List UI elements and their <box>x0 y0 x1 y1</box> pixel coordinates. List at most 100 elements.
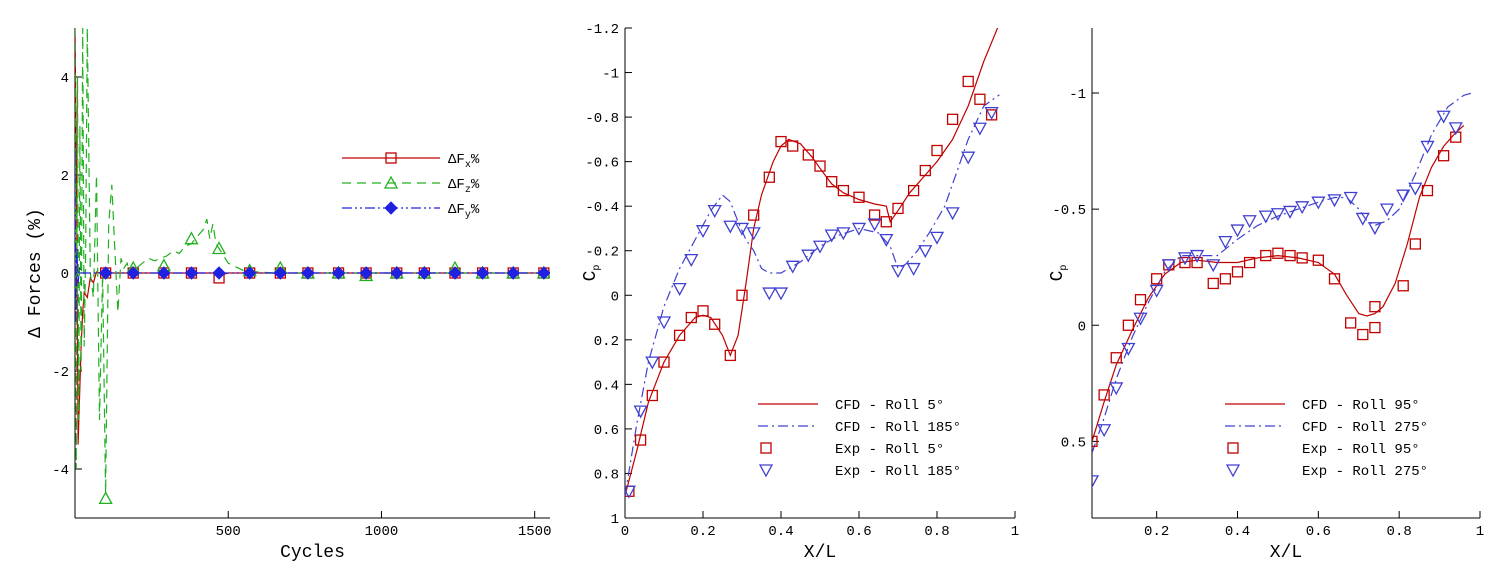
data-point <box>1357 328 1369 341</box>
data-point <box>961 151 976 165</box>
data-point <box>301 266 315 280</box>
chart-2: 0 0.2 0.4 0.6 0.8 1 -1.2 -1 -0.8 -0.6 -0.4 -0.2 0 0.2… <box>581 22 1019 563</box>
data-point <box>1092 475 1100 489</box>
data-point <box>1312 254 1324 266</box>
data-point <box>824 229 839 243</box>
data-point <box>1109 382 1124 396</box>
data-point <box>907 184 920 197</box>
legend-label: ΔFz% <box>448 177 480 196</box>
legend-label: Exp - Roll 185° <box>835 464 961 480</box>
y-tick-label: 0 <box>611 289 619 305</box>
data-point <box>1284 249 1296 262</box>
data-point <box>972 122 987 136</box>
data-point <box>1207 277 1219 290</box>
y-tick-label: -2 <box>52 365 69 381</box>
data-point <box>417 266 432 280</box>
data-point <box>1396 189 1411 203</box>
data-point <box>1448 122 1463 136</box>
x-tick-label: 1 <box>1011 524 1019 540</box>
data-point <box>812 240 828 254</box>
legend: CFD - Roll 95° CFD - Roll 275° Exp - Roll … <box>1225 398 1428 480</box>
data-point <box>475 266 490 280</box>
data-point <box>974 93 986 105</box>
series-line-1 <box>75 28 550 445</box>
data-point <box>1149 284 1164 298</box>
data-point <box>748 209 760 221</box>
data-point <box>1369 321 1381 334</box>
data-point <box>1450 131 1462 143</box>
data-point <box>931 144 943 157</box>
y-tick-label: 0.2 <box>594 334 619 350</box>
legend-marker <box>383 175 399 189</box>
data-point <box>724 349 736 362</box>
data-point <box>929 231 945 245</box>
data-point <box>1270 208 1286 222</box>
data-point <box>984 106 999 120</box>
data-point <box>212 266 226 280</box>
data-point <box>775 135 787 148</box>
data-point <box>918 245 933 259</box>
legend-label: ΔFx% <box>448 152 480 171</box>
y-tick-label: -1 <box>602 67 619 83</box>
legend-label: CFD - Roll 5° <box>835 398 944 414</box>
data-point <box>785 260 800 274</box>
data-point <box>98 266 113 280</box>
legend-label: CFD - Roll 275° <box>1302 420 1428 436</box>
data-point <box>1121 342 1136 356</box>
plot-area <box>75 28 550 505</box>
data-point <box>1097 424 1112 438</box>
y-tick-label: -0.8 <box>585 111 619 127</box>
x-tick-label: 0 <box>621 524 629 540</box>
data-point <box>1437 150 1450 162</box>
x-tick-label: 0.6 <box>1306 524 1331 540</box>
data-point <box>851 222 867 236</box>
data-point <box>211 241 227 255</box>
data-point <box>826 176 838 188</box>
data-point <box>697 305 709 317</box>
data-point <box>1179 256 1191 269</box>
y-tick-label: 0.6 <box>594 423 619 439</box>
data-point <box>787 140 799 152</box>
data-point <box>853 191 865 203</box>
data-point <box>1295 201 1310 215</box>
y-tick-label: -0.4 <box>585 200 619 216</box>
data-point <box>1122 319 1135 331</box>
data-point <box>1206 259 1221 273</box>
data-point <box>98 491 113 505</box>
y-tick-label: -0.6 <box>585 156 619 172</box>
plot-area <box>625 28 1000 499</box>
data-point <box>1092 435 1098 448</box>
data-point <box>709 318 721 330</box>
data-point <box>1345 317 1357 329</box>
data-point <box>242 266 257 280</box>
chart-3: 0.2 0.4 0.6 0.8 1 -1 -0.5 0 0.5 X/L Cp CFD - Roll 9… <box>1048 28 1484 563</box>
data-point <box>892 202 904 215</box>
x-axis-title: Cycles <box>280 543 345 563</box>
legend-label: Exp - Roll 275° <box>1302 464 1428 480</box>
data-point <box>1282 205 1298 219</box>
data-point <box>1189 249 1205 263</box>
data-point <box>1260 249 1272 262</box>
series-line-2 <box>75 28 550 494</box>
data-point <box>1369 301 1381 313</box>
y-tick-label: -4 <box>52 463 69 479</box>
data-point <box>672 282 687 296</box>
data-point <box>1110 352 1122 364</box>
x-tick-label: 1000 <box>365 524 399 540</box>
data-point <box>868 209 881 221</box>
data-point <box>1397 280 1409 292</box>
data-point <box>762 287 777 301</box>
data-point <box>1436 110 1451 124</box>
data-point <box>801 249 816 263</box>
data-point <box>390 266 404 280</box>
data-point <box>331 266 346 280</box>
data-point <box>945 207 960 221</box>
data-point <box>1133 312 1148 326</box>
y-tick-label: -0.5 <box>1052 203 1086 219</box>
data-point <box>1219 273 1232 285</box>
data-point <box>763 171 775 183</box>
data-point <box>184 266 199 280</box>
data-point <box>1161 259 1176 273</box>
legend-marker <box>1227 442 1239 454</box>
